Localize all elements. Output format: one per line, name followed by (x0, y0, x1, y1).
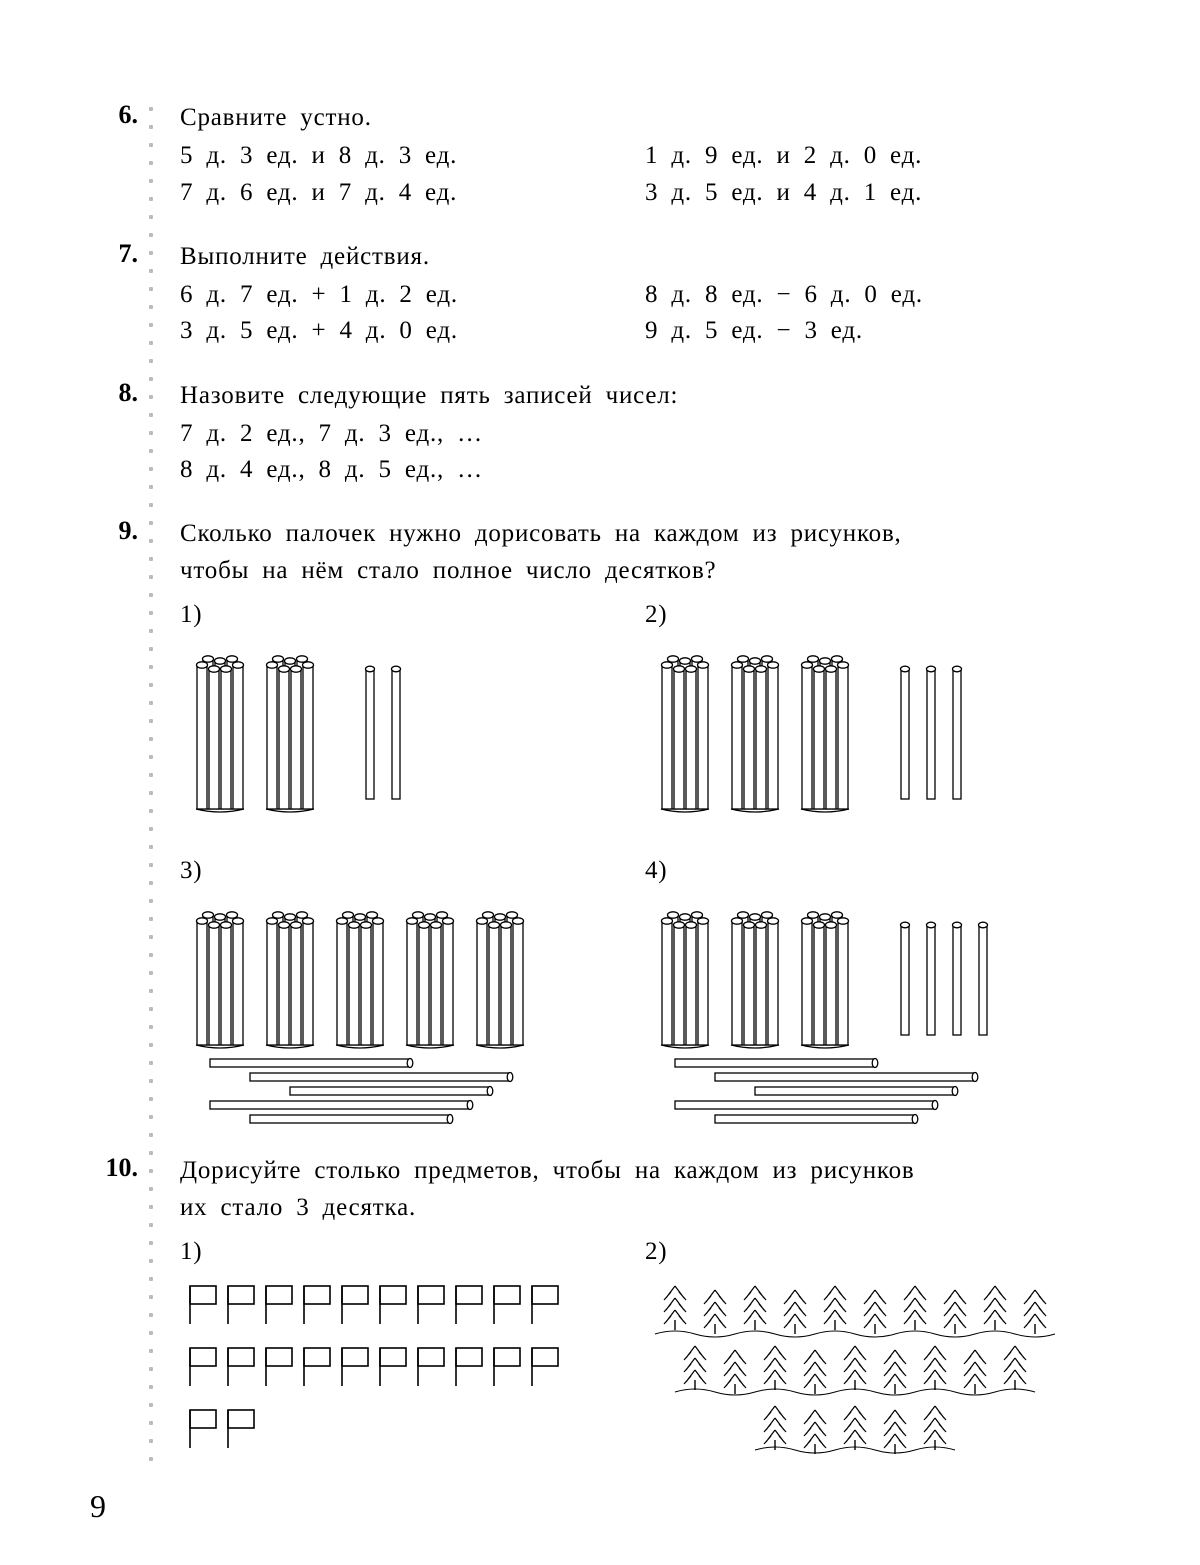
calc-line: 3 д. 5 ед. + 4 д. 0 ед. (180, 313, 645, 349)
sticks-figure-3 (180, 895, 620, 1125)
exercise-title-line: Дорисуйте столько предметов, чтобы на ка… (180, 1153, 1110, 1189)
exercise-title: Выполните действия. (180, 239, 1110, 275)
sequence-line: 8 д. 4 ед., 8 д. 5 ед., … (180, 452, 1110, 488)
figure-label: 2) (645, 597, 1110, 633)
figure-label: 3) (180, 853, 645, 889)
page-number: 9 (90, 1488, 106, 1525)
flags-figure (180, 1276, 610, 1476)
sticks-figure-1 (180, 639, 600, 839)
exercise-title-line: чтобы на нём стало полное число десятков… (180, 553, 1110, 589)
sequence-line: 7 д. 2 ед., 7 д. 3 ед., … (180, 416, 1110, 452)
trees-figure (645, 1276, 1105, 1476)
compare-line: 7 д. 6 ед. и 7 д. 4 ед. (180, 175, 645, 211)
figure-label: 2) (645, 1234, 1110, 1270)
exercise-9: 9. Сколько палочек нужно дорисовать на к… (90, 516, 1110, 1125)
figure-label: 1) (180, 1234, 645, 1270)
exercise-title-line: их стало 3 десятка. (180, 1190, 1110, 1226)
exercise-title: Сравните устно. (180, 100, 1110, 136)
compare-line: 5 д. 3 ед. и 8 д. 3 ед. (180, 138, 645, 174)
exercise-6: 6. Сравните устно. 5 д. 3 ед. и 8 д. 3 е… (90, 100, 1110, 211)
calc-line: 8 д. 8 ед. − 6 д. 0 ед. (645, 277, 1110, 313)
dotted-vertical-rule (148, 100, 154, 1475)
compare-line: 3 д. 5 ед. и 4 д. 1 ед. (645, 175, 1110, 211)
figure-label: 1) (180, 597, 645, 633)
exercise-7: 7. Выполните действия. 6 д. 7 ед. + 1 д.… (90, 239, 1110, 350)
calc-line: 6 д. 7 ед. + 1 д. 2 ед. (180, 277, 645, 313)
exercise-10: 10. Дорисуйте столько предметов, чтобы н… (90, 1153, 1110, 1476)
figure-label: 4) (645, 853, 1110, 889)
exercise-title: Назовите следующие пять записей чисел: (180, 378, 1110, 414)
sticks-figure-2 (645, 639, 1105, 839)
exercise-title-line: Сколько палочек нужно дорисовать на кажд… (180, 516, 1110, 552)
exercise-8: 8. Назовите следующие пять записей чисел… (90, 378, 1110, 489)
sticks-figure-4 (645, 895, 1105, 1125)
calc-line: 9 д. 5 ед. − 3 ед. (645, 313, 1110, 349)
compare-line: 1 д. 9 ед. и 2 д. 0 ед. (645, 138, 1110, 174)
